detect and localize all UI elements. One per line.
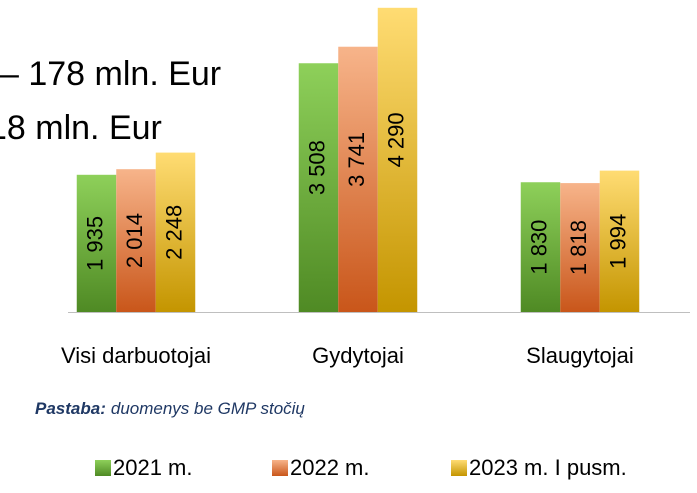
bar xyxy=(155,152,196,312)
legend-label: 2021 m. xyxy=(113,455,193,480)
value-label: 2 014 xyxy=(122,213,147,268)
bar xyxy=(298,63,339,312)
bar xyxy=(560,183,600,312)
value-label: 3 508 xyxy=(304,140,329,195)
legend-label: 2022 m. xyxy=(290,455,370,480)
value-label: 1 994 xyxy=(605,214,630,269)
value-label: 4 290 xyxy=(383,112,408,167)
overlay-text: 18 mln. Eur xyxy=(0,109,162,147)
x-tick-label: Slaugytojai xyxy=(526,343,634,368)
legend-swatch xyxy=(95,460,111,476)
note-label: Pastaba: xyxy=(35,399,106,418)
legend-swatch xyxy=(272,460,288,476)
note: Pastaba: duomenys be GMP stočių xyxy=(35,399,305,418)
value-label: 3 741 xyxy=(344,132,369,187)
bar xyxy=(377,7,418,313)
overlay-text: – 178 mln. Eur xyxy=(0,55,221,93)
note-text: duomenys be GMP stočių xyxy=(111,399,306,418)
x-tick-label: Gydytojai xyxy=(312,343,404,368)
x-tick-label: Visi darbuotojai xyxy=(61,343,211,368)
legend-label: 2023 m. I pusm. xyxy=(469,455,627,480)
bar xyxy=(116,169,156,312)
value-label: 1 818 xyxy=(566,220,591,275)
bar xyxy=(599,170,640,312)
bar xyxy=(520,182,561,312)
value-label: 1 935 xyxy=(82,216,107,271)
legend-swatch xyxy=(451,460,467,476)
value-label: 1 830 xyxy=(526,220,551,275)
bar xyxy=(76,174,117,312)
bar xyxy=(338,46,378,312)
value-label: 2 248 xyxy=(161,205,186,260)
